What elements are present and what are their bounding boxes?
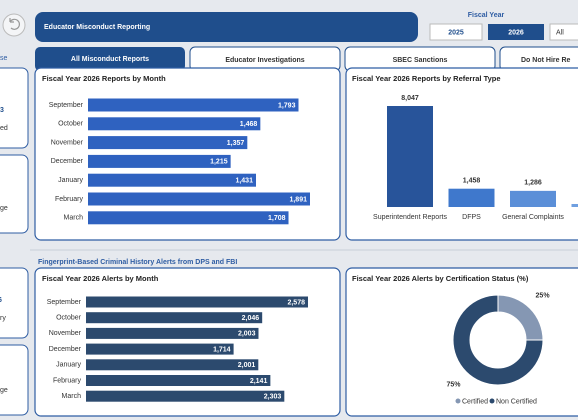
tab-label[interactable]: All Misconduct Reports <box>71 56 149 63</box>
data-label: 1,714 <box>213 346 231 353</box>
tab-label[interactable]: Do Not Hire Re <box>521 57 571 64</box>
side-label: se <box>0 55 8 62</box>
bar <box>88 117 261 131</box>
bar <box>387 106 433 207</box>
chart-title: Fiscal Year 2026 Reports by Month <box>42 74 166 83</box>
data-label: 2,001 <box>238 362 256 369</box>
bar <box>88 136 248 150</box>
chart-title: Fiscal Year 2026 Reports by Referral Typ… <box>352 74 501 83</box>
tab-label[interactable]: Educator Investigations <box>225 57 304 64</box>
kpi-card <box>0 267 29 339</box>
y-tick-label: October <box>56 315 82 322</box>
legend-marker <box>455 398 461 404</box>
data-label: 8,047 <box>401 95 419 102</box>
data-label: 2,046 <box>242 315 260 322</box>
bar <box>448 188 495 207</box>
year-button[interactable] <box>549 23 578 41</box>
data-label: 2,141 <box>250 378 268 385</box>
y-tick-label: March <box>64 215 84 222</box>
data-label: 1,215 <box>210 159 228 166</box>
bar <box>86 343 234 355</box>
y-tick-label: December <box>51 158 84 165</box>
data-label: 25% <box>536 292 551 299</box>
kpi-value: 6 <box>0 297 2 304</box>
section-title: Fingerprint-Based Criminal History Alert… <box>38 259 237 266</box>
y-tick-label: September <box>47 299 82 306</box>
bar <box>86 375 271 386</box>
kpi-card <box>0 67 29 149</box>
y-tick-label: December <box>49 346 82 353</box>
kpi-label: ed <box>0 125 8 132</box>
y-tick-label: March <box>62 393 82 400</box>
bar <box>86 296 308 308</box>
kpi-label: ry <box>0 315 6 322</box>
pie-slice <box>452 294 544 386</box>
data-label: 2,578 <box>287 299 305 306</box>
back-button[interactable] <box>2 13 26 37</box>
x-tick-label: Superintendent Reports <box>373 214 447 221</box>
kpi-card <box>0 344 29 416</box>
bar <box>510 190 556 207</box>
bar <box>86 359 259 371</box>
data-label: 1,458 <box>463 178 481 185</box>
data-label: 1,891 <box>289 196 307 203</box>
chart-title: Fiscal Year 2026 Alerts by Certification… <box>352 274 529 283</box>
year-button-selected[interactable] <box>488 24 544 40</box>
header-bar <box>35 12 418 42</box>
data-label: 1,468 <box>240 121 258 128</box>
bar <box>88 98 299 112</box>
kpi-card <box>0 154 29 234</box>
year-option[interactable]: 2025 <box>448 29 464 36</box>
y-tick-label: February <box>55 196 84 203</box>
kpi-label: ge <box>0 205 8 212</box>
kpi-label: ge <box>0 387 8 394</box>
y-tick-label: November <box>51 139 84 146</box>
tab-selected[interactable] <box>35 47 185 71</box>
bar <box>88 154 231 168</box>
tab-label[interactable]: SBEC Sanctions <box>393 57 448 64</box>
y-tick-label: February <box>53 377 82 384</box>
data-label: 2,303 <box>264 394 282 401</box>
legend-label: Non Certified <box>496 398 537 405</box>
page-title: Educator Misconduct Reporting <box>44 24 150 31</box>
bar <box>88 173 256 187</box>
x-tick-label: DFPS <box>462 214 481 221</box>
y-tick-label: January <box>58 177 83 184</box>
bar <box>88 192 310 206</box>
bar <box>86 390 285 402</box>
year-option[interactable]: 2026 <box>508 29 524 36</box>
data-label: 1,431 <box>235 178 253 185</box>
data-label: 1,286 <box>524 180 542 187</box>
y-tick-label: January <box>56 362 81 369</box>
x-tick-label: General Complaints <box>502 214 564 221</box>
y-tick-label: September <box>49 102 84 109</box>
data-label: 1,357 <box>227 140 245 147</box>
data-label: 75% <box>446 381 461 388</box>
data-label: 2,003 <box>238 331 256 338</box>
data-label: 1,708 <box>268 215 286 222</box>
y-tick-label: October <box>58 121 84 128</box>
legend-marker <box>489 398 495 404</box>
bar <box>86 327 259 339</box>
chart-title: Fiscal Year 2026 Alerts by Month <box>42 274 159 283</box>
year-option[interactable]: All <box>556 29 564 36</box>
back-icon <box>9 18 20 30</box>
slicer-label: Fiscal Year <box>468 12 505 19</box>
year-button[interactable] <box>429 23 483 41</box>
bar <box>571 203 578 207</box>
bar <box>86 312 263 324</box>
legend-label: Certified <box>462 398 488 405</box>
data-label: 1,793 <box>278 102 296 109</box>
bar <box>88 211 289 225</box>
kpi-value: 3 <box>0 107 4 114</box>
y-tick-label: November <box>49 330 82 337</box>
